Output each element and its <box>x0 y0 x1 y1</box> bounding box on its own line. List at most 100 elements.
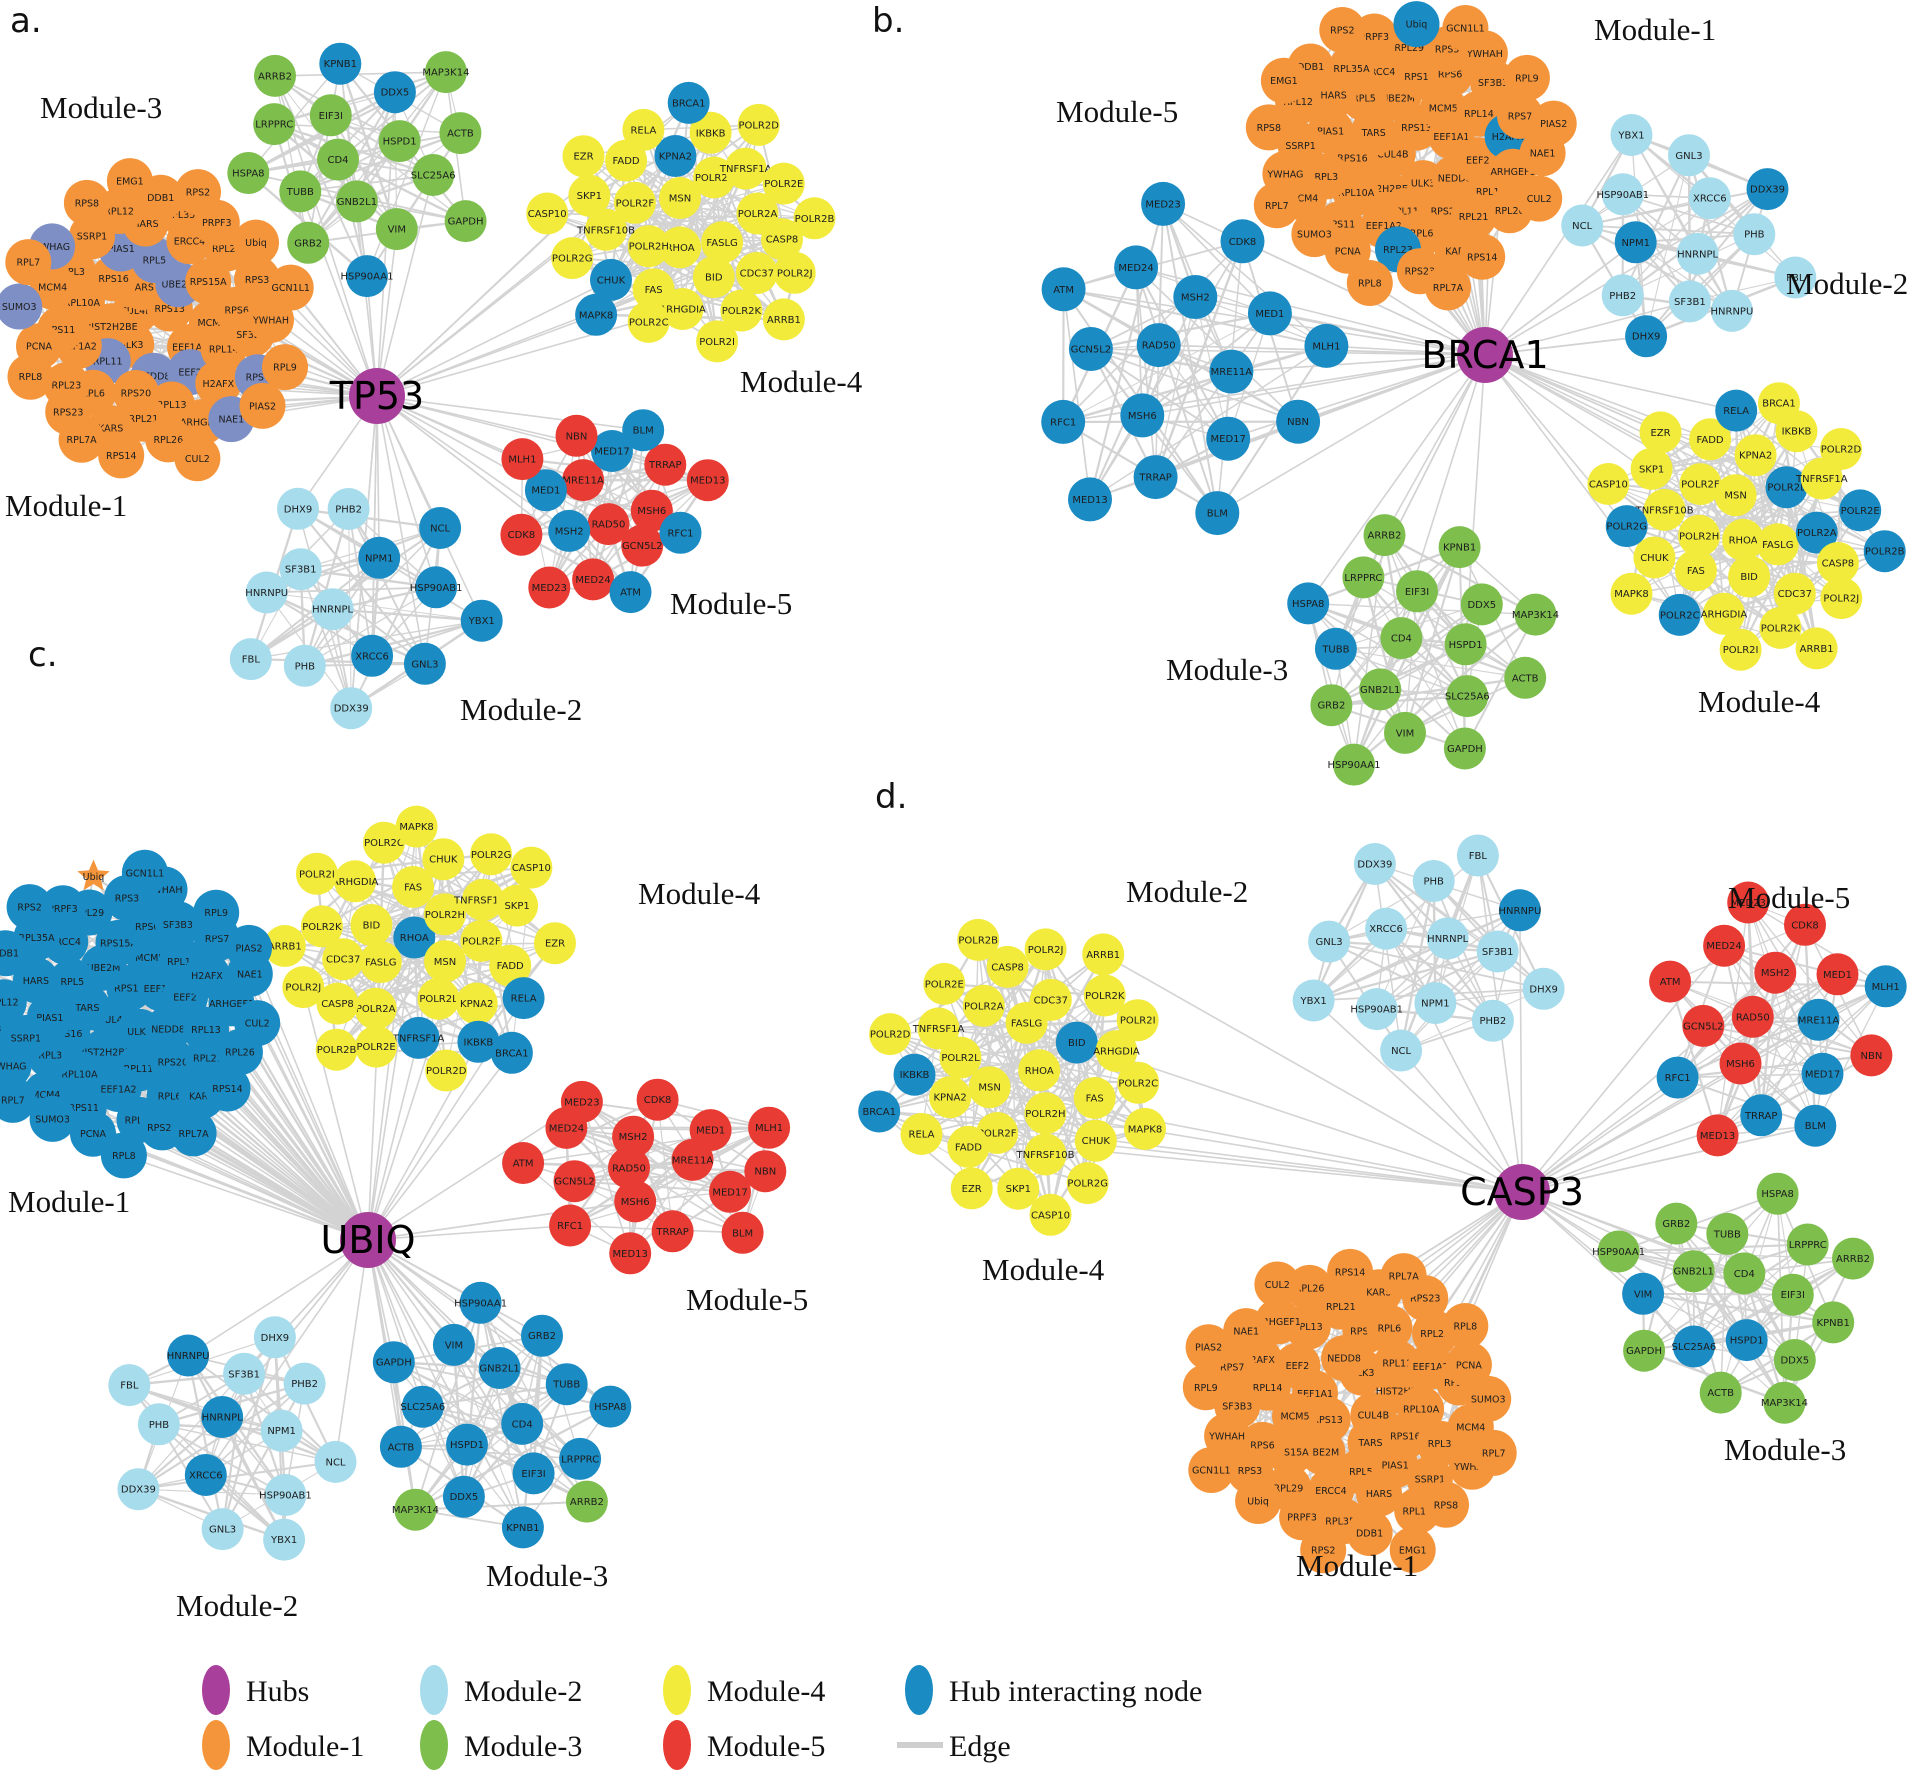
node-POLR2K: POLR2K <box>1083 974 1126 1017</box>
node-KPNA2: KPNA2 <box>654 135 697 177</box>
node-FASLG: FASLG <box>359 941 402 984</box>
node-GRB2: GRB2 <box>1655 1202 1698 1245</box>
node-label-NPM1: NPM1 <box>1421 999 1450 1010</box>
node-label-KPNB1: KPNB1 <box>1817 1318 1850 1329</box>
node-label-FASLG: FASLG <box>1762 540 1793 551</box>
node-HSP90AB1: HSP90AB1 <box>1596 173 1649 216</box>
node-SKP1: SKP1 <box>568 174 611 217</box>
node-CDC37: CDC37 <box>322 938 365 981</box>
node-MLH1: MLH1 <box>1864 965 1907 1008</box>
legend-label-module-2: Module-2 <box>464 1675 582 1708</box>
node-label-KARS: KARS <box>98 424 123 435</box>
node-HSP90AA1: HSP90AA1 <box>341 255 393 298</box>
node-label-XRCC6: XRCC6 <box>1369 924 1403 935</box>
node-label-CHUK: CHUK <box>1082 1136 1111 1147</box>
node-label-MRE11A: MRE11A <box>562 476 604 487</box>
node-KPNB1: KPNB1 <box>1812 1301 1855 1344</box>
node-label-MCM4: MCM4 <box>31 1090 60 1101</box>
node-label-POLR2I: POLR2I <box>299 869 335 880</box>
node-label-POLR2E: POLR2E <box>925 979 964 990</box>
node-RPL8: RPL8 <box>1442 1303 1489 1349</box>
node-CASP10: CASP10 <box>1587 463 1630 505</box>
node-label-RELA: RELA <box>630 125 656 136</box>
node-EMG1: EMG1 <box>106 158 153 205</box>
node-FAS: FAS <box>1674 549 1717 592</box>
node-label-CASP8: CASP8 <box>991 962 1024 973</box>
node-GCN1L1: GCN1L1 <box>121 849 168 896</box>
node-ATM: ATM <box>502 1142 545 1184</box>
node-label-DDX39: DDX39 <box>1750 185 1785 196</box>
node-EMG1: EMG1 <box>1260 57 1307 104</box>
node-label-GRB2: GRB2 <box>528 1331 556 1342</box>
node-label-RPL7A: RPL7A <box>179 1129 210 1140</box>
node-FADD: FADD <box>1689 418 1732 461</box>
node-label-CD4: CD4 <box>512 1419 533 1430</box>
node-TNFRSF1A: TNFRSF1A <box>392 1016 445 1059</box>
node-label-FBL: FBL <box>1786 273 1805 284</box>
node-label-DHX9: DHX9 <box>284 504 312 515</box>
node-label-CASP10: CASP10 <box>528 209 567 220</box>
node-label-MED24: MED24 <box>549 1123 584 1134</box>
node-MED1: MED1 <box>524 469 567 512</box>
node-label-RPL6: RPL6 <box>1378 1323 1402 1334</box>
node-label-MED24: MED24 <box>1706 941 1741 952</box>
node-label-YWHAG: YWHAG <box>1266 169 1303 180</box>
node-RPS2: RPS2 <box>6 884 53 931</box>
node-label-MED13: MED13 <box>1072 495 1107 506</box>
node-TUBB: TUBB <box>1314 627 1357 670</box>
node-FADD: FADD <box>489 944 532 987</box>
node-label-SF3B1: SF3B1 <box>285 565 317 576</box>
node-label-VIM: VIM <box>445 1340 463 1351</box>
legend-swatch-module-1 <box>202 1720 230 1770</box>
node-CASP10: CASP10 <box>526 192 569 235</box>
node-POLR2J: POLR2J <box>773 251 816 294</box>
node-label-GAPDH: GAPDH <box>376 1358 412 1369</box>
node-CDK8: CDK8 <box>636 1078 679 1121</box>
node-label-HSP90AB1: HSP90AB1 <box>1596 190 1649 201</box>
node-GNB2L1: GNB2L1 <box>1672 1250 1715 1293</box>
node-MLH1: MLH1 <box>501 438 544 481</box>
node-label-ATM: ATM <box>1053 285 1074 296</box>
node-label-POLR2K: POLR2K <box>722 306 762 317</box>
node-RFC1: RFC1 <box>549 1204 592 1247</box>
node-label-CUL4B: CUL4B <box>98 1015 129 1026</box>
node-MED24: MED24 <box>572 558 615 601</box>
node-RPS20: RPS20 <box>149 1039 196 1086</box>
node-label-XRCC6: XRCC6 <box>189 1471 223 1482</box>
node-label-GNL3: GNL3 <box>1316 937 1343 948</box>
legend-label-module-1: Module-1 <box>246 1730 364 1763</box>
node-GRB2: GRB2 <box>1310 684 1353 727</box>
node-label-RPS8: RPS8 <box>75 198 99 209</box>
node-label-POLR2G: POLR2G <box>471 850 512 861</box>
legend-label-hub-interacting-node: Hub interacting node <box>949 1675 1202 1708</box>
node-BRCA1: BRCA1 <box>490 1031 533 1074</box>
hub-node-casp3: CASP3 <box>1460 1164 1584 1220</box>
node-TUBB: TUBB <box>545 1363 588 1406</box>
node-HNRNPU: HNRNPU <box>245 571 288 614</box>
node-label-SF3B3: SF3B3 <box>1222 1401 1252 1412</box>
node-label-FBL: FBL <box>242 655 261 666</box>
node-label-ARRB1: ARRB1 <box>1086 950 1120 961</box>
node-RPS14: RPS14 <box>98 432 145 479</box>
node-label-NAE1: NAE1 <box>1233 1327 1259 1338</box>
node-label-MED1: MED1 <box>531 486 560 497</box>
node-PHB2: PHB2 <box>1601 274 1644 317</box>
node-label-MSN: MSN <box>669 194 691 205</box>
node-label-RHOA: RHOA <box>666 243 695 254</box>
node-GNB2L1: GNB2L1 <box>1359 668 1402 711</box>
node-ARRB1: ARRB1 <box>1082 933 1125 976</box>
node-label-FAS: FAS <box>1687 566 1705 577</box>
node-label-POLR2B: POLR2B <box>317 1045 357 1056</box>
panel-letter-d: d. <box>875 777 907 817</box>
node-label-PIAS2: PIAS2 <box>235 943 262 954</box>
node-HSP90AA1: HSP90AA1 <box>454 1281 507 1324</box>
node-label-PRPF3: PRPF3 <box>1287 1513 1317 1524</box>
node-MSH6: MSH6 <box>630 489 673 532</box>
node-label-RPL35A: RPL35A <box>18 933 55 944</box>
node-label-TUBB: TUBB <box>1321 644 1349 655</box>
node-label-HSPA8: HSPA8 <box>1761 1189 1793 1200</box>
node-CASP8: CASP8 <box>761 218 803 261</box>
module-label-a-module-1: Module-1 <box>5 488 127 523</box>
node-label-MED17: MED17 <box>594 447 629 458</box>
node-label-POLR2G: POLR2G <box>552 254 593 265</box>
